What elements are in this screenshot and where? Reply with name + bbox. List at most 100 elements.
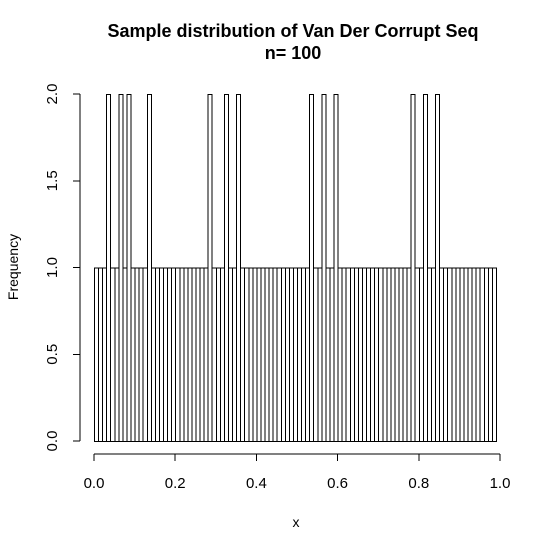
histogram-bar bbox=[227, 267, 234, 442]
histogram-bar bbox=[475, 267, 481, 442]
histogram-bar bbox=[467, 267, 473, 442]
histogram-bar bbox=[199, 267, 205, 442]
histogram-bar bbox=[309, 94, 315, 442]
histogram-bar bbox=[390, 267, 396, 442]
histogram-bar bbox=[349, 267, 355, 442]
histogram-bar bbox=[179, 267, 185, 442]
histogram-bar bbox=[414, 267, 420, 442]
y-axis: 0.0 0.5 1.0 1.5 2.0 bbox=[44, 84, 81, 452]
histogram-bar bbox=[138, 267, 144, 442]
histogram-bar bbox=[292, 267, 299, 442]
histogram-bar bbox=[215, 267, 221, 442]
histogram-bar bbox=[459, 267, 465, 442]
histogram-bar bbox=[435, 94, 441, 442]
histogram-bar bbox=[268, 267, 274, 442]
histogram-bar bbox=[248, 267, 254, 442]
histogram-bar bbox=[98, 267, 104, 442]
histogram-bar bbox=[114, 267, 120, 442]
histogram-bar bbox=[256, 267, 262, 442]
histogram-bar bbox=[374, 267, 380, 442]
histogram-bar bbox=[422, 94, 428, 442]
y-tick-label: 0.0 bbox=[44, 431, 61, 452]
y-tick-label: 2.0 bbox=[44, 84, 61, 105]
histogram-bar bbox=[305, 267, 311, 442]
histogram-bar bbox=[158, 267, 165, 442]
histogram-bar bbox=[118, 94, 124, 442]
histogram-bar bbox=[398, 267, 404, 442]
histogram-bar bbox=[333, 94, 339, 442]
y-tick-label: 0.5 bbox=[44, 344, 61, 365]
x-axis-label: x bbox=[293, 514, 300, 530]
histogram-bar bbox=[410, 94, 416, 442]
y-tick-label: 1.0 bbox=[44, 257, 61, 278]
histogram-bar bbox=[154, 267, 160, 442]
histogram-bar bbox=[252, 267, 258, 442]
histogram-bar bbox=[471, 267, 477, 442]
histogram-bar bbox=[447, 267, 453, 442]
histogram-bar bbox=[240, 267, 246, 442]
histogram-bar bbox=[280, 267, 286, 442]
histogram-bar bbox=[463, 267, 469, 442]
histogram-bar bbox=[244, 267, 250, 442]
histogram-bar bbox=[219, 267, 225, 442]
histogram-bar bbox=[483, 267, 489, 442]
histogram-bar bbox=[487, 267, 493, 442]
histogram-bar bbox=[146, 94, 152, 442]
y-tick-label: 1.5 bbox=[44, 170, 61, 191]
histogram-bar bbox=[455, 267, 461, 442]
histogram-bar bbox=[130, 267, 136, 442]
histogram-bar bbox=[142, 267, 148, 442]
histogram-bar bbox=[175, 267, 181, 442]
histogram-bar bbox=[163, 267, 169, 442]
histogram-bar bbox=[191, 267, 197, 442]
histogram-bar bbox=[110, 267, 116, 442]
x-tick-label: 1.0 bbox=[490, 475, 511, 492]
histogram-bar bbox=[211, 267, 217, 442]
histogram-bar bbox=[134, 267, 140, 442]
histogram-bar bbox=[451, 267, 457, 442]
histogram-bar bbox=[284, 267, 290, 442]
histogram-bar bbox=[264, 267, 270, 442]
x-tick-label: 0.8 bbox=[408, 475, 429, 492]
x-axis: 0.0 0.2 0.4 0.6 0.8 1.0 bbox=[84, 453, 511, 492]
histogram-bar bbox=[443, 267, 449, 442]
histogram-bar bbox=[418, 267, 424, 442]
histogram-bar bbox=[317, 267, 323, 442]
histogram-bar bbox=[232, 267, 238, 442]
chart-subtitle: n= 100 bbox=[265, 43, 322, 63]
histogram-bar bbox=[325, 267, 331, 442]
histogram-bar bbox=[366, 267, 372, 442]
histogram-bar bbox=[341, 267, 347, 442]
histogram-bar bbox=[272, 267, 278, 442]
histogram-bar bbox=[430, 267, 437, 442]
histogram-bar bbox=[329, 267, 335, 442]
histogram-bar bbox=[223, 94, 229, 442]
histogram-bar bbox=[150, 267, 156, 442]
bars-group bbox=[94, 94, 497, 442]
histogram-bar bbox=[402, 267, 408, 442]
histogram-bar bbox=[288, 267, 294, 442]
histogram-bar bbox=[106, 94, 112, 442]
histogram-bar bbox=[183, 267, 189, 442]
histogram-bar bbox=[491, 267, 497, 442]
histogram-bar bbox=[357, 267, 363, 442]
histogram-bar bbox=[353, 267, 359, 442]
histogram-bar bbox=[313, 267, 319, 442]
x-tick-label: 0.2 bbox=[165, 475, 186, 492]
histogram-bar bbox=[102, 267, 108, 442]
histogram-bar bbox=[276, 267, 282, 442]
histogram-bar bbox=[406, 267, 412, 442]
x-tick-label: 0.6 bbox=[327, 475, 348, 492]
histogram-bar bbox=[260, 267, 266, 442]
histogram-bar bbox=[126, 94, 132, 442]
histogram-bar bbox=[321, 94, 327, 442]
histogram-bar bbox=[361, 267, 368, 442]
y-axis-label: Frequency bbox=[5, 234, 21, 300]
histogram-bar bbox=[337, 267, 343, 442]
histogram-bar bbox=[187, 267, 193, 442]
histogram-bar bbox=[203, 267, 209, 442]
histogram-bar bbox=[236, 94, 242, 442]
histogram-bar bbox=[370, 267, 376, 442]
